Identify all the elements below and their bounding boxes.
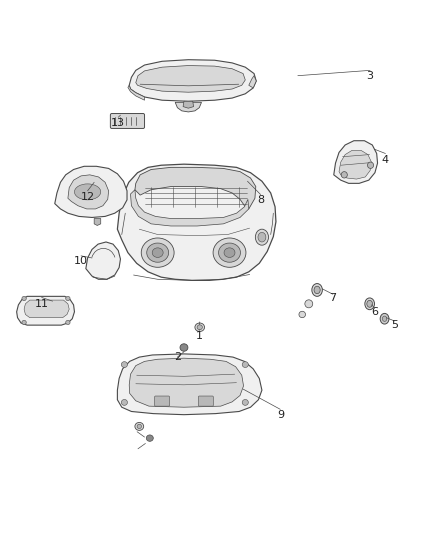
Ellipse shape	[152, 248, 163, 257]
Polygon shape	[86, 242, 120, 279]
Ellipse shape	[66, 320, 70, 325]
Text: 4: 4	[382, 155, 389, 165]
Ellipse shape	[74, 184, 101, 200]
Polygon shape	[131, 190, 249, 226]
Ellipse shape	[367, 162, 374, 168]
Polygon shape	[175, 102, 201, 112]
Ellipse shape	[137, 424, 141, 429]
Ellipse shape	[66, 296, 70, 301]
FancyBboxPatch shape	[155, 396, 170, 406]
Ellipse shape	[147, 243, 169, 262]
Ellipse shape	[365, 298, 374, 310]
Ellipse shape	[141, 238, 174, 268]
Text: 3: 3	[367, 71, 374, 80]
Polygon shape	[128, 85, 145, 100]
Ellipse shape	[135, 422, 144, 431]
Polygon shape	[129, 60, 256, 101]
Ellipse shape	[22, 296, 26, 301]
FancyBboxPatch shape	[110, 114, 145, 128]
Ellipse shape	[180, 344, 188, 351]
Text: 2: 2	[174, 352, 181, 362]
Ellipse shape	[195, 323, 205, 332]
Ellipse shape	[382, 316, 387, 321]
Polygon shape	[183, 101, 194, 108]
Ellipse shape	[242, 361, 248, 368]
Polygon shape	[249, 76, 256, 88]
Text: 8: 8	[257, 195, 264, 205]
Polygon shape	[334, 141, 378, 183]
Text: 9: 9	[277, 410, 284, 419]
Ellipse shape	[380, 313, 389, 324]
Text: 13: 13	[111, 118, 125, 127]
Polygon shape	[117, 164, 276, 280]
Ellipse shape	[305, 300, 313, 308]
Ellipse shape	[146, 435, 153, 441]
Text: 10: 10	[74, 256, 88, 266]
Polygon shape	[136, 66, 245, 92]
Polygon shape	[129, 358, 244, 407]
Polygon shape	[24, 300, 69, 318]
Ellipse shape	[258, 232, 266, 242]
Ellipse shape	[121, 361, 127, 368]
FancyBboxPatch shape	[198, 396, 213, 406]
Text: 1: 1	[196, 331, 203, 341]
Polygon shape	[94, 219, 101, 225]
Ellipse shape	[22, 320, 26, 325]
Ellipse shape	[312, 284, 322, 296]
Polygon shape	[68, 175, 109, 209]
Polygon shape	[17, 296, 74, 325]
Polygon shape	[135, 167, 256, 209]
Polygon shape	[339, 150, 371, 179]
Ellipse shape	[242, 400, 248, 405]
Ellipse shape	[255, 229, 268, 245]
Ellipse shape	[219, 243, 240, 262]
Text: 5: 5	[391, 320, 398, 330]
Ellipse shape	[121, 400, 127, 405]
Ellipse shape	[197, 325, 202, 329]
Ellipse shape	[367, 301, 372, 307]
Ellipse shape	[314, 286, 320, 294]
Ellipse shape	[341, 172, 347, 178]
Text: 11: 11	[35, 299, 49, 309]
Polygon shape	[55, 166, 127, 217]
Text: 12: 12	[81, 192, 95, 202]
Text: 6: 6	[371, 307, 378, 317]
Ellipse shape	[213, 238, 246, 268]
Polygon shape	[117, 354, 262, 415]
Text: 7: 7	[329, 294, 336, 303]
Ellipse shape	[299, 311, 305, 318]
Ellipse shape	[224, 248, 235, 257]
